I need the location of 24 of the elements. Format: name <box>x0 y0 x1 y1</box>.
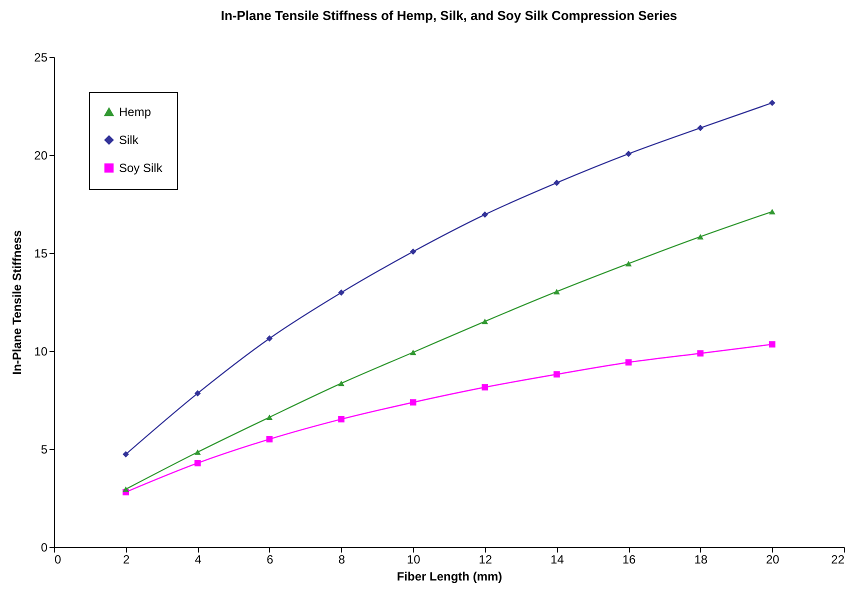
y-axis-title: In-Plane Tensile Stiffness <box>10 230 24 375</box>
x-tick-label: 2 <box>122 552 130 566</box>
x-tick-label: 16 <box>622 552 636 566</box>
legend-label: Hemp <box>119 105 152 119</box>
y-tick-label: 5 <box>40 442 48 456</box>
x-tick-label: 10 <box>406 552 421 566</box>
y-tick-label: 20 <box>34 148 48 162</box>
x-tick-label: 22 <box>831 552 845 566</box>
x-tick-label: 12 <box>478 552 492 566</box>
y-tick-label: 15 <box>34 246 48 260</box>
y-tick-label: 10 <box>34 344 48 358</box>
legend-label: Silk <box>119 133 140 147</box>
x-tick-label: 0 <box>54 552 62 566</box>
x-tick-label: 14 <box>550 552 564 566</box>
legend-label: Soy Silk <box>119 161 164 175</box>
x-tick-label: 20 <box>766 552 780 566</box>
x-axis-title: Fiber Length (mm) <box>396 570 502 584</box>
chart-title: In-Plane Tensile Stiffness of Hemp, Silk, and Soy Silk Compression Series <box>220 8 678 23</box>
y-tick-label: 25 <box>34 50 48 64</box>
y-tick-label: 0 <box>40 540 48 554</box>
x-tick-label: 8 <box>338 552 346 566</box>
x-tick-label: 4 <box>194 552 202 566</box>
x-tick-label: 6 <box>266 552 274 566</box>
x-tick-label: 18 <box>694 552 708 566</box>
